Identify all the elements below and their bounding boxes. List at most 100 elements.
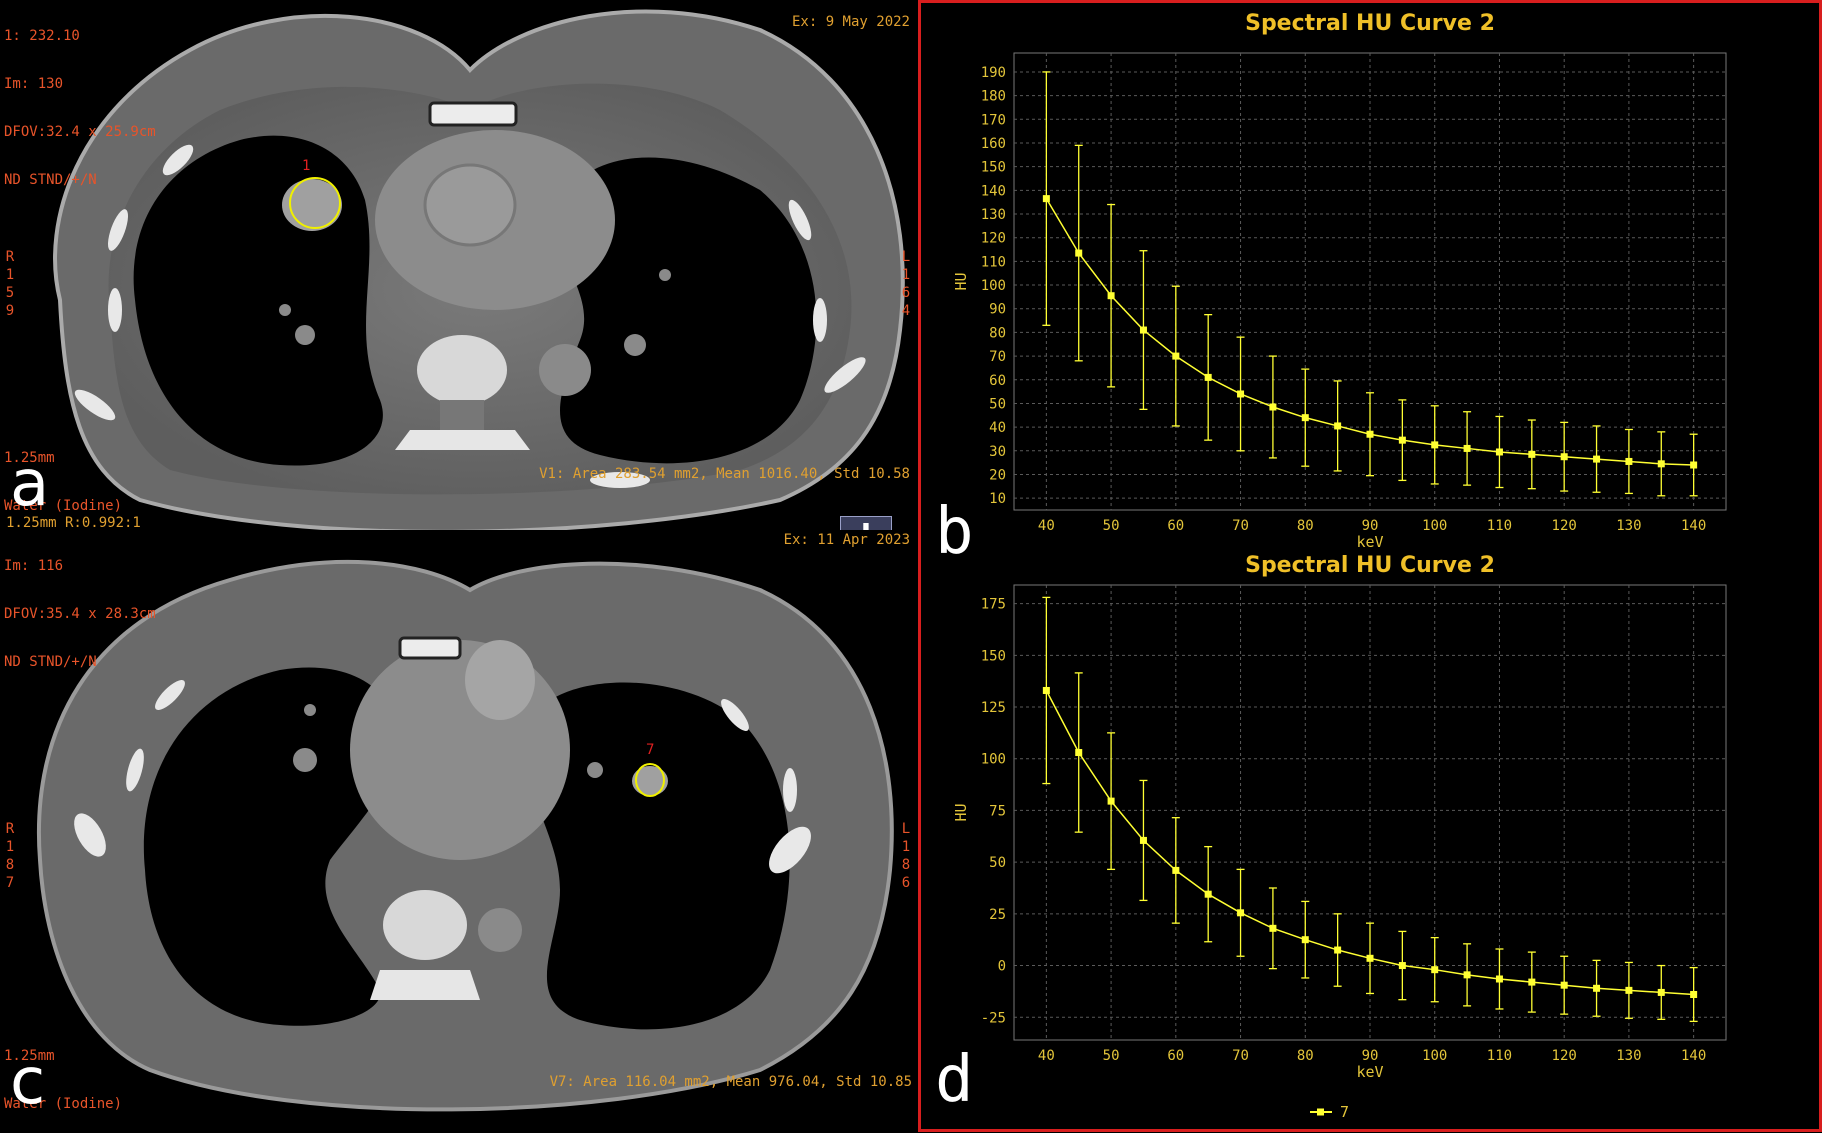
chart-title: Spectral HU Curve 2 xyxy=(1245,553,1495,578)
data-point xyxy=(1075,749,1083,757)
data-point xyxy=(1172,352,1180,360)
y-tick-label: 25 xyxy=(989,907,1006,923)
data-point xyxy=(1593,984,1601,992)
x-tick-label: 110 xyxy=(1487,1048,1512,1064)
y-tick-label: 20 xyxy=(989,467,1006,483)
data-point xyxy=(1334,946,1342,954)
sternum xyxy=(398,636,462,660)
orientation-char: 8 xyxy=(901,857,911,873)
heart xyxy=(350,640,570,860)
y-axis-label: HU xyxy=(952,803,970,821)
footer-line: Water (Iodine) xyxy=(4,1096,123,1112)
header-line: DFOV:35.4 x 28.3cm xyxy=(4,606,156,622)
legend-label: 7 xyxy=(1340,1103,1349,1121)
data-point xyxy=(1334,422,1342,430)
nodule-c xyxy=(632,766,668,796)
legend-swatch-marker xyxy=(1317,1108,1324,1116)
data-point xyxy=(1139,326,1147,334)
orientation-char: 9 xyxy=(5,303,15,319)
roi-circle-a[interactable] xyxy=(289,177,341,229)
x-tick-label: 80 xyxy=(1297,518,1314,534)
x-tick-label: 90 xyxy=(1362,1048,1379,1064)
orientation-left-a: L 1 6 4 xyxy=(900,248,912,320)
data-point xyxy=(1657,460,1665,468)
y-tick-label: 100 xyxy=(981,278,1006,294)
x-tick-label: 110 xyxy=(1487,518,1512,534)
y-tick-label: 10 xyxy=(989,491,1006,507)
data-point xyxy=(1042,686,1050,694)
data-point xyxy=(1301,936,1309,944)
x-tick-label: 130 xyxy=(1616,518,1641,534)
y-tick-label: 50 xyxy=(989,855,1006,871)
roi-circle-c[interactable] xyxy=(635,763,665,797)
data-point xyxy=(1528,978,1536,986)
data-point xyxy=(1366,430,1374,438)
y-tick-label: 170 xyxy=(981,112,1006,128)
chart-title: Spectral HU Curve 2 xyxy=(1245,11,1495,36)
data-point xyxy=(1690,461,1698,469)
panel-letter-b: b xyxy=(935,495,974,569)
data-point xyxy=(1398,962,1406,970)
data-point xyxy=(1463,971,1471,979)
data-point xyxy=(1204,890,1212,898)
header-line: 1: 232.10 xyxy=(4,28,80,44)
y-tick-label: 150 xyxy=(981,160,1006,176)
y-tick-label: 90 xyxy=(989,302,1006,318)
data-point xyxy=(1139,836,1147,844)
roi-stats-a: V1: Area 283.54 mm2, Mean 1016.40, Std 1… xyxy=(539,466,910,482)
x-tick-label: 120 xyxy=(1552,518,1577,534)
x-tick-label: 70 xyxy=(1232,518,1249,534)
roi-stats-c: V7: Area 116.04 mm2, Mean 976.04, Std 10… xyxy=(549,1074,912,1090)
ribs xyxy=(74,680,811,874)
y-tick-label: 180 xyxy=(981,89,1006,105)
x-tick-label: 100 xyxy=(1422,1048,1447,1064)
data-point xyxy=(1495,448,1503,456)
data-point xyxy=(1172,866,1180,874)
orientation-char: 8 xyxy=(5,857,15,873)
orientation-char: R xyxy=(5,821,15,837)
orientation-right-a: R 1 5 9 xyxy=(4,248,16,320)
posterior-elements xyxy=(395,430,530,450)
data-point xyxy=(1560,453,1568,461)
x-tick-label: 40 xyxy=(1038,518,1055,534)
x-tick-label: 140 xyxy=(1681,518,1706,534)
scan-footer-a: 1.25mm Water (Iodine) xyxy=(4,418,122,530)
orientation-left-c: L 1 8 6 xyxy=(900,820,912,892)
orientation-char: 6 xyxy=(901,875,911,891)
header-line: DFOV:32.4 x 25.9cm xyxy=(4,124,156,140)
y-tick-label: 50 xyxy=(989,396,1006,412)
data-point xyxy=(1075,249,1083,257)
y-tick-label: 130 xyxy=(981,207,1006,223)
roi-label-c: 7 xyxy=(646,742,655,758)
y-tick-label: 110 xyxy=(981,254,1006,270)
x-tick-label: 60 xyxy=(1167,1048,1184,1064)
scan-header-a: 1: 232.10 Im: 130 DFOV:32.4 x 25.9cm ND … xyxy=(4,0,156,220)
aortic-root xyxy=(423,163,517,247)
orientation-char: L xyxy=(901,249,911,265)
data-point xyxy=(1107,292,1115,300)
y-tick-label: 40 xyxy=(989,420,1006,436)
orientation-char: 4 xyxy=(901,303,911,319)
x-axis-label: keV xyxy=(1356,533,1383,551)
pulmonary-vessels xyxy=(293,704,603,952)
footer-line: 1.25mm xyxy=(4,1048,55,1064)
data-point xyxy=(1593,455,1601,463)
orientation-char: 1 xyxy=(901,839,911,855)
y-tick-label: 30 xyxy=(989,444,1006,460)
y-tick-label: -25 xyxy=(981,1010,1006,1026)
roi-label-a: 1 xyxy=(302,158,311,174)
data-point xyxy=(1237,390,1245,398)
ct-image-panel-c: Im: 116 DFOV:35.4 x 28.3cm ND STND/+/N E… xyxy=(0,530,918,1132)
panel-letter-c: c xyxy=(10,1045,46,1119)
data-point xyxy=(1463,444,1471,452)
panel-letter-d: d xyxy=(935,1043,974,1117)
data-point xyxy=(1431,966,1439,974)
data-point xyxy=(1269,403,1277,411)
x-tick-label: 50 xyxy=(1103,1048,1120,1064)
x-tick-label: 50 xyxy=(1103,518,1120,534)
data-point xyxy=(1495,975,1503,983)
header-line: Im: 130 xyxy=(4,76,64,92)
y-tick-label: 70 xyxy=(989,349,1006,365)
orientation-right-c: R 1 8 7 xyxy=(4,820,16,892)
y-tick-label: 75 xyxy=(989,803,1006,819)
